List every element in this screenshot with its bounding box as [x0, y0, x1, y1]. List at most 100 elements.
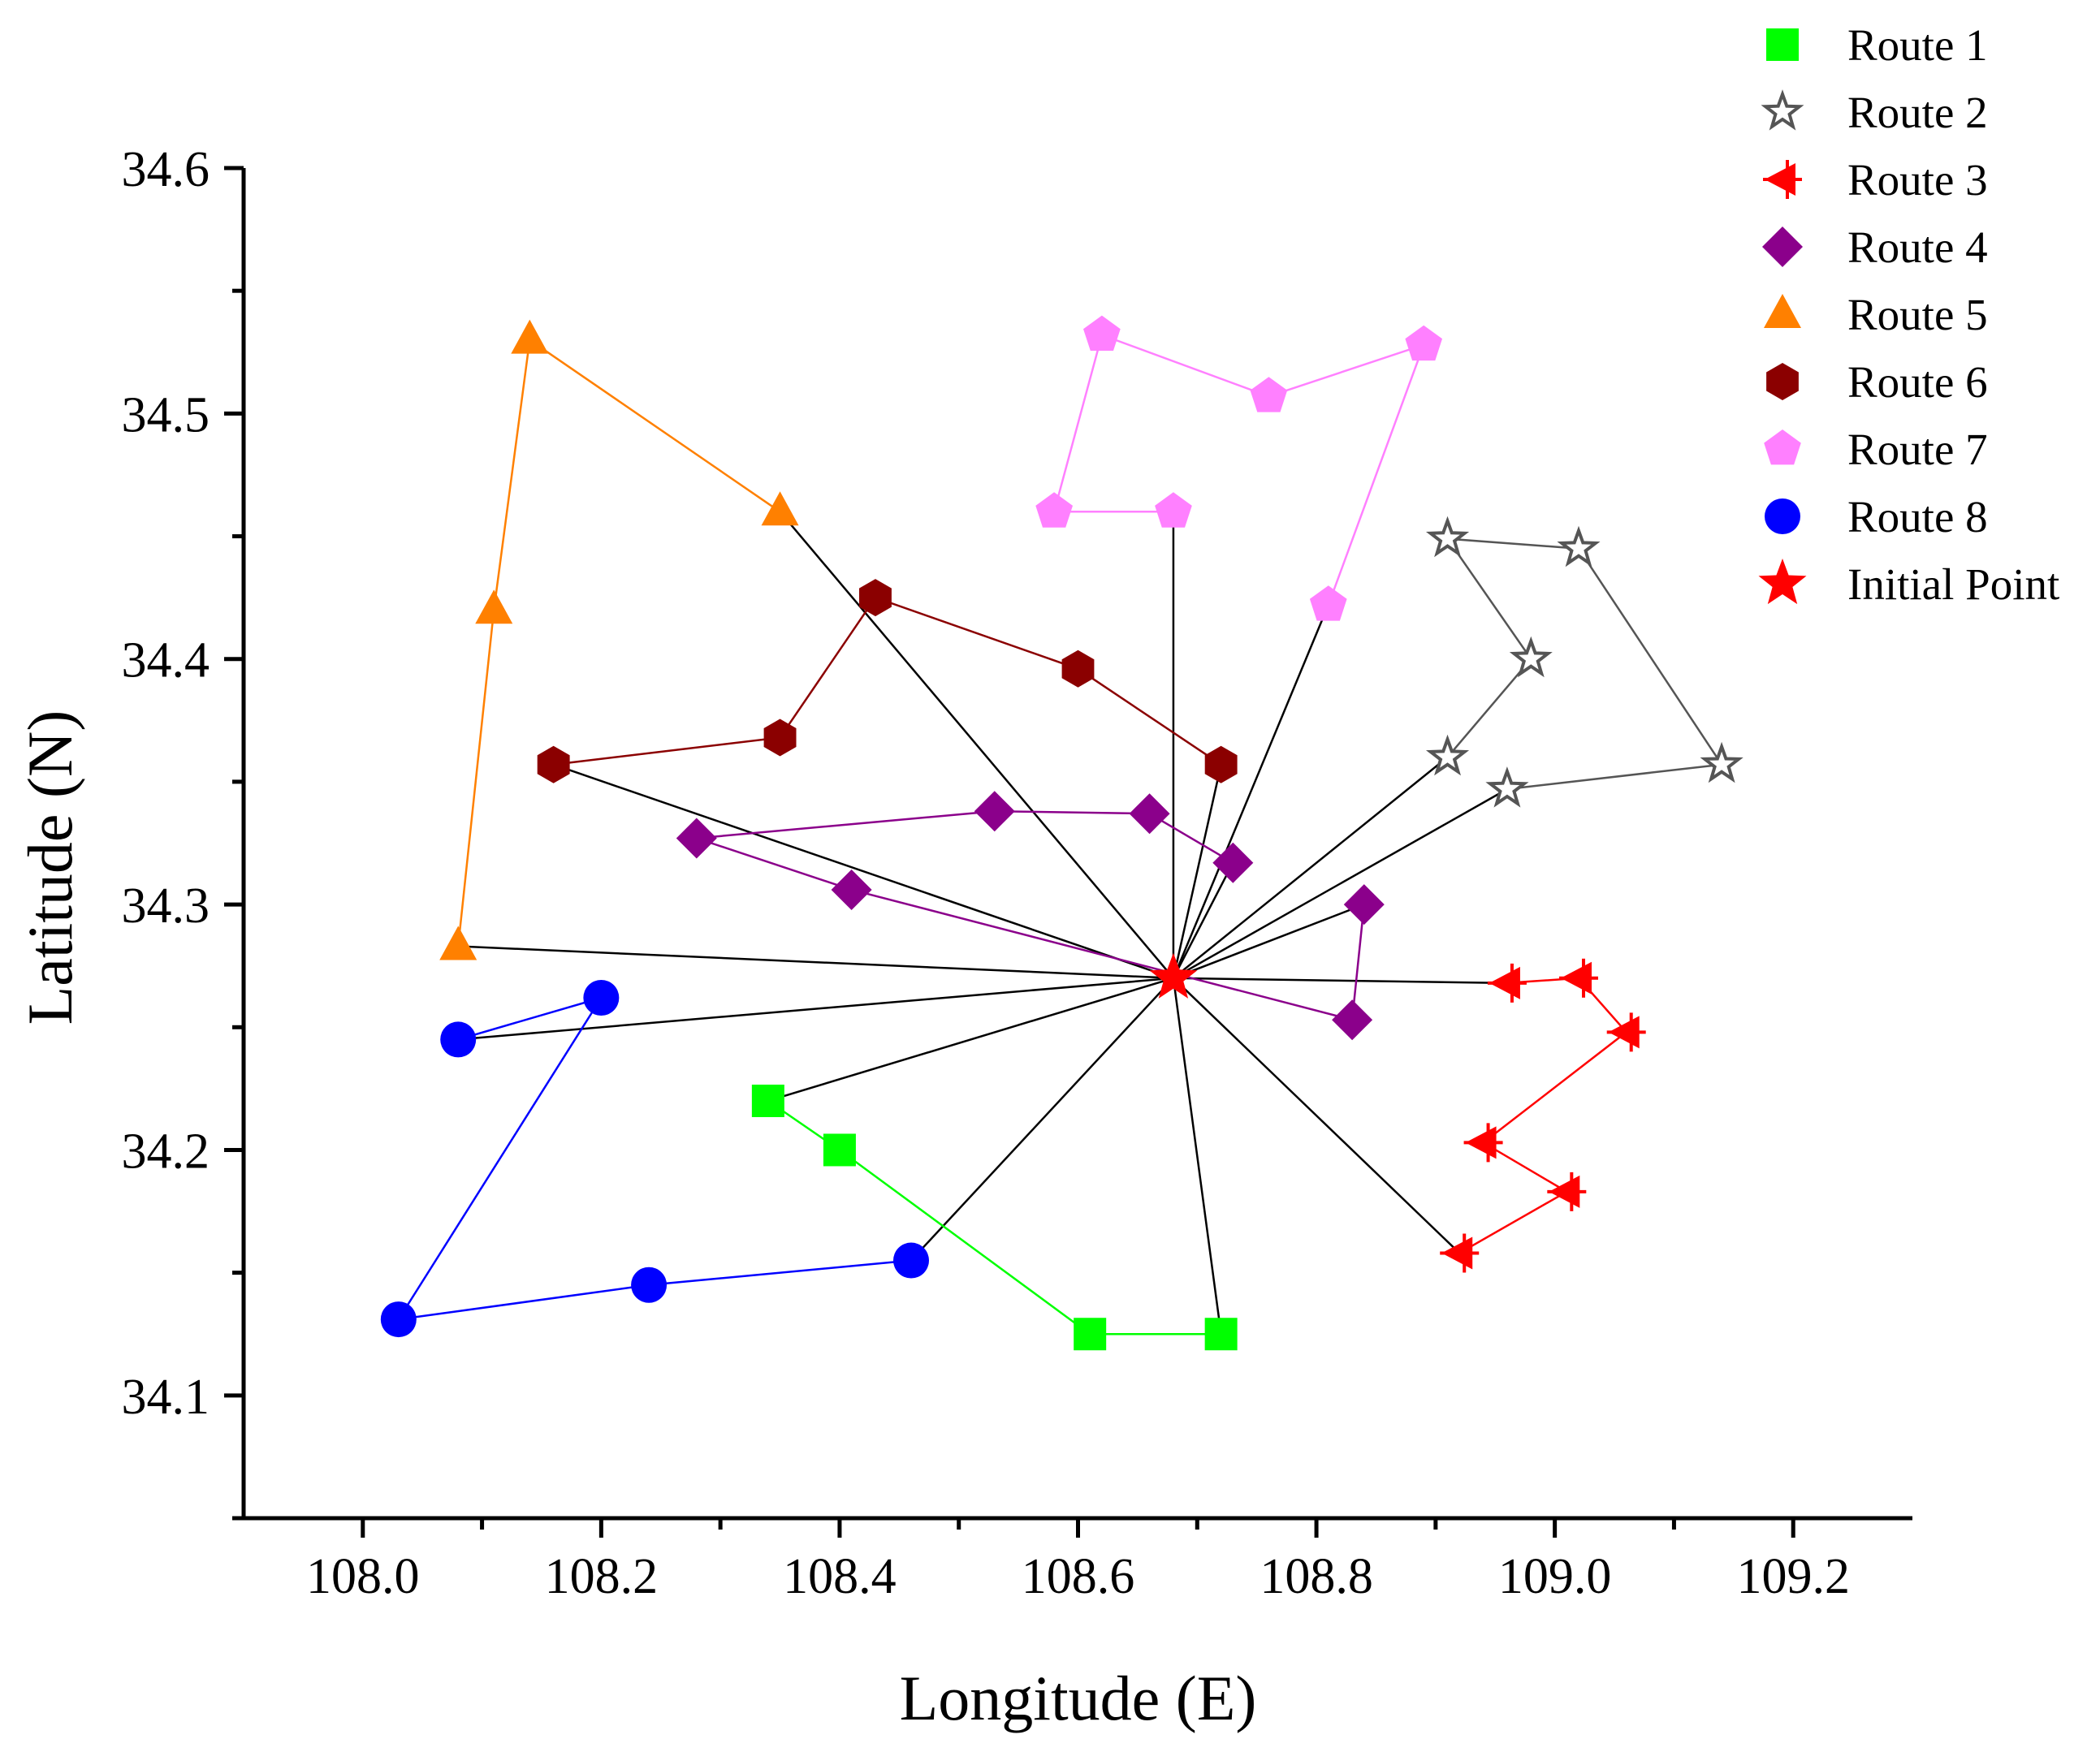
diamond-marker-shape	[1129, 793, 1170, 835]
route-1-point	[1204, 1318, 1238, 1351]
square-marker-shape	[1074, 1318, 1107, 1351]
route-8-point	[893, 1242, 929, 1279]
legend-marker	[1766, 363, 1799, 400]
route-8-point	[583, 979, 620, 1016]
hexagon-marker-shape	[763, 718, 797, 757]
route-8-point	[380, 1301, 417, 1338]
depot-link-line	[767, 977, 1174, 1103]
route-2-point	[1700, 741, 1744, 783]
route-3-point	[1487, 963, 1527, 1003]
route-line-5	[456, 338, 781, 947]
axes: 108.0 108.2 108.4 108.6 108.8 109.0 109.2 34.1…	[15, 142, 1912, 1733]
legend-item: Route 5	[1764, 290, 1988, 339]
depot-link-line	[1173, 977, 1461, 1254]
route-line-4	[696, 809, 1366, 1021]
star-marker-shape	[1425, 516, 1470, 558]
route-7-point	[1309, 585, 1347, 621]
pentagon-marker-shape	[1155, 492, 1192, 528]
route-3-point	[1440, 1233, 1480, 1273]
star-marker-shape	[1758, 559, 1807, 605]
route-4-point	[831, 869, 872, 910]
route-line-7	[1052, 333, 1426, 606]
y-tick-label: 34.1	[122, 1370, 210, 1425]
diamond-marker-shape	[1212, 842, 1254, 883]
route-3-point	[1463, 1123, 1503, 1163]
legend-marker	[1764, 429, 1801, 465]
route-2-point	[1509, 636, 1553, 678]
route-7-point	[1083, 315, 1121, 351]
route-line-3	[1458, 977, 1628, 1254]
route-2-point	[1485, 766, 1529, 808]
route-3-point	[1547, 1172, 1587, 1211]
circle-marker-shape	[631, 1267, 668, 1303]
triangle-marker-shape	[761, 491, 799, 526]
y-tick-label: 34.6	[122, 142, 210, 197]
route-line-1	[767, 1099, 1221, 1336]
route-3-point	[1559, 958, 1598, 998]
star-marker-shape	[1509, 636, 1553, 678]
route-lines	[396, 333, 1724, 1336]
depot-link-line	[553, 763, 1174, 979]
legend-marker	[1761, 89, 1804, 131]
x-ticks: 108.0 108.2 108.4 108.6 108.8 109.0 109.2	[306, 1518, 1850, 1604]
pentagon-marker-shape	[1309, 585, 1347, 621]
route-5-point	[761, 491, 799, 526]
hexagon-marker-shape	[537, 745, 570, 783]
depot-link-line	[1172, 604, 1329, 979]
legend-label: Route 3	[1847, 155, 1988, 205]
x-tick-label: 108.6	[1022, 1549, 1135, 1604]
x-tick-label: 109.2	[1736, 1549, 1850, 1604]
y-ticks: 34.1 34.2 34.3 34.4 34.5 34.6	[122, 142, 244, 1521]
triangle-marker-shape	[475, 589, 513, 624]
x-tick-label: 108.0	[306, 1549, 420, 1604]
circle-marker-shape	[380, 1301, 417, 1338]
y-tick-label: 34.3	[122, 878, 210, 934]
route-4-point	[1212, 842, 1254, 883]
x-tick-label: 108.8	[1260, 1549, 1373, 1604]
star-marker-shape	[1557, 525, 1601, 567]
route-4-point	[676, 818, 717, 859]
route-8-point	[440, 1021, 477, 1058]
route-1-point	[751, 1084, 784, 1117]
circle-marker-shape	[1765, 498, 1800, 534]
legend-label: Route 6	[1847, 357, 1988, 407]
route-8-point	[631, 1267, 668, 1303]
depot-link-line	[779, 511, 1174, 979]
pentagon-marker-shape	[1250, 377, 1288, 412]
route-6-point	[1061, 649, 1095, 688]
legend-label: Route 2	[1847, 88, 1988, 137]
diamond-marker-shape	[1762, 227, 1803, 267]
star-marker-shape	[1425, 734, 1470, 776]
legend-item: Route 7	[1764, 425, 1988, 474]
depot-links	[458, 511, 1508, 1335]
legend-marker	[1762, 227, 1803, 267]
square-marker-shape	[1204, 1318, 1238, 1351]
x-tick-label: 109.0	[1498, 1549, 1612, 1604]
route-4-point	[974, 791, 1015, 832]
route-2-point	[1425, 516, 1470, 558]
diamond-marker-shape	[974, 791, 1015, 832]
legend-item: Route 4	[1762, 222, 1988, 272]
diamond-marker-shape	[676, 818, 717, 859]
route-5-point	[511, 319, 549, 354]
y-axis-title: Latitude (N)	[15, 710, 85, 1025]
route-4-point	[1129, 793, 1170, 835]
route-3-point	[1606, 1012, 1646, 1052]
legend-label: Route 8	[1847, 492, 1988, 542]
legend-marker	[1763, 160, 1802, 199]
x-axis-title: Longitude (E)	[900, 1663, 1257, 1733]
legend-item: Route 6	[1766, 357, 1988, 407]
route-line-6	[553, 596, 1222, 766]
route-7-point	[1250, 377, 1288, 412]
route-4-point	[1332, 999, 1373, 1041]
hexagon-marker-shape	[1061, 649, 1095, 688]
route-markers	[380, 315, 1744, 1351]
route-1-point	[823, 1133, 856, 1167]
legend-marker	[1766, 28, 1799, 61]
route-6-point	[1204, 745, 1238, 783]
legend-label: Route 1	[1847, 20, 1988, 70]
legend-marker	[1765, 498, 1800, 534]
circle-marker-shape	[583, 979, 620, 1016]
